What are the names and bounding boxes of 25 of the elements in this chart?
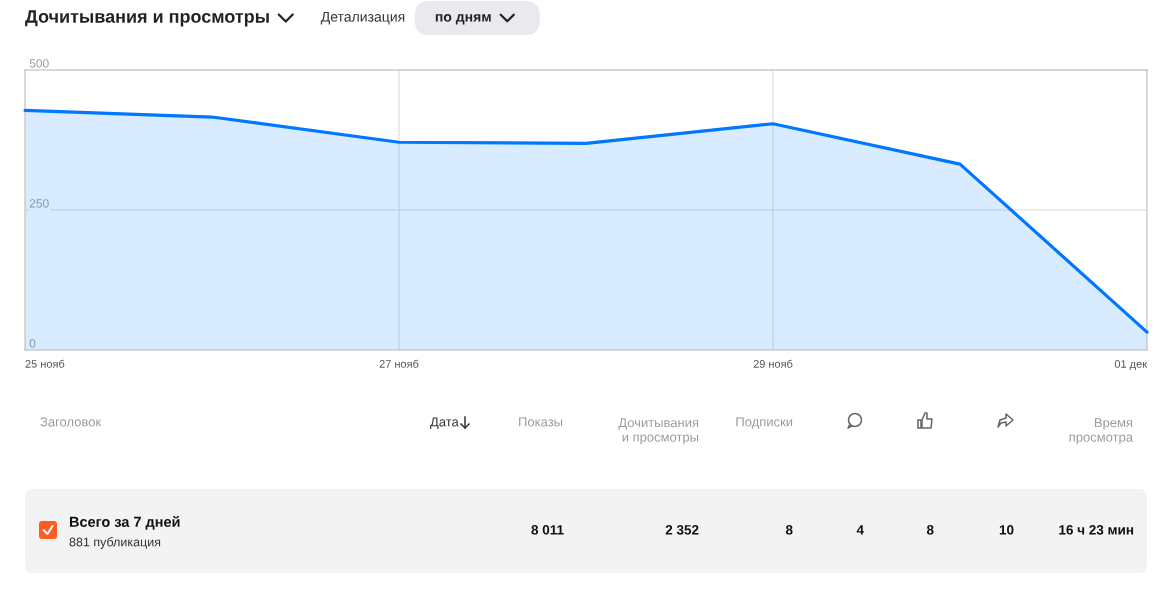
y-tick-label: 0: [29, 339, 36, 348]
x-tick-label: 29 нояб: [753, 359, 793, 368]
x-tick-label: 01 дек: [1114, 360, 1148, 370]
text: 16 ч 23 мин: [1059, 525, 1134, 535]
text: по дням: [435, 14, 491, 25]
text: 10: [999, 525, 1014, 535]
text: Показы: [519, 417, 563, 427]
text: Детализация: [320, 11, 405, 25]
text: Дочитывания и просмотры: [618, 418, 699, 445]
text: 8: [785, 525, 793, 535]
text: Всего за 7 дней: [69, 516, 180, 530]
text: Дата: [430, 417, 459, 429]
chart-title: Дочитывания и просмотры: [25, 10, 269, 27]
y-tick-label: 500: [29, 59, 49, 68]
x-tick-label: 27 нояб: [379, 359, 419, 368]
x-tick-label: 25 нояб: [25, 359, 65, 368]
text: 881 публикация: [69, 537, 161, 549]
text: 8 011: [531, 525, 564, 535]
text: 8: [926, 525, 934, 535]
text: Подписки: [736, 417, 793, 429]
text: 4: [856, 525, 864, 535]
y-tick-label: 250: [29, 199, 49, 208]
text: Заголовок: [40, 417, 102, 427]
text: Время просмотра: [1069, 418, 1133, 445]
text: 2 352: [665, 525, 699, 535]
